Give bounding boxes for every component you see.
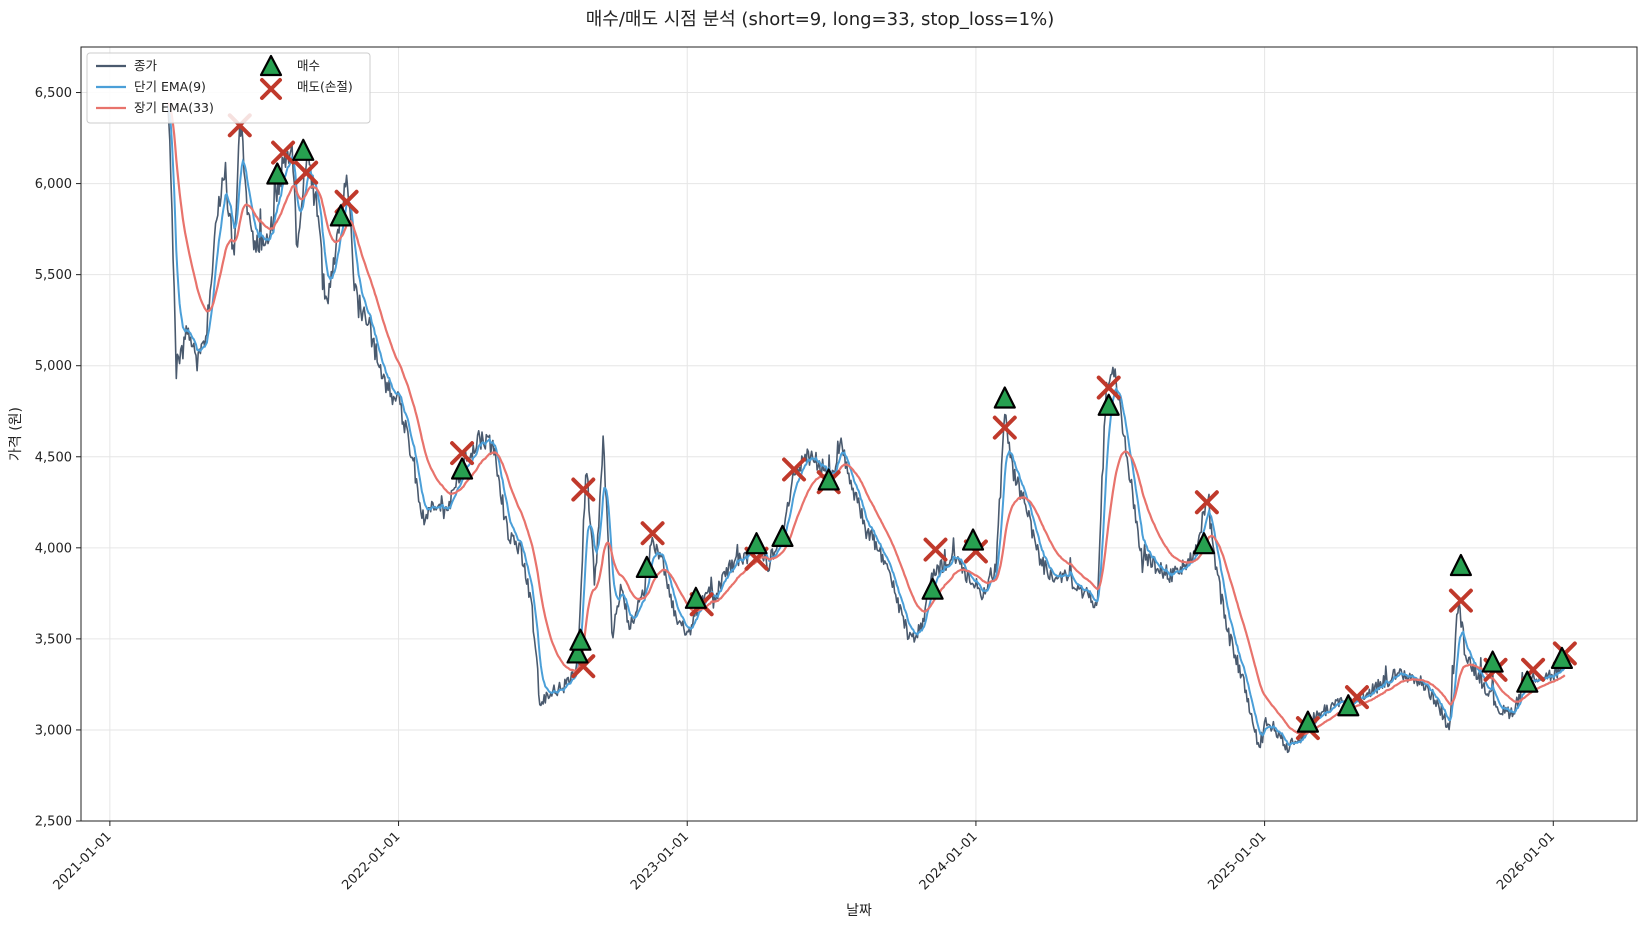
y-tick-label: 4,500 [35, 450, 72, 465]
sell-marker [450, 441, 475, 466]
buy-marker [745, 532, 768, 555]
legend-label-sell: 매도(손절) [297, 79, 353, 94]
x-tick-label: 2022-01-01 [339, 829, 403, 893]
legend-frame [86, 52, 371, 124]
sell-marker [271, 140, 296, 165]
legend-label-close: 종가 [134, 58, 158, 73]
y-tick-label: 2,500 [35, 815, 72, 830]
legend: 종가 단기 EMA(9) 장기 EMA(33) 매수 매도(손절) [86, 52, 371, 124]
x-axis-label: 날짜 [846, 903, 872, 919]
y-tick-label: 4,000 [35, 541, 72, 556]
sell-marker [294, 160, 319, 185]
sell-marker [1194, 490, 1219, 515]
buy-marker [684, 586, 707, 609]
y-tick-label: 3,000 [35, 723, 72, 738]
buy-marker [921, 577, 944, 600]
legend-swatch-buy-icon [259, 54, 283, 77]
y-axis-label: 가격 (원) [8, 407, 24, 461]
buy-marker [1550, 646, 1574, 670]
buy-marker [1481, 650, 1504, 673]
grid [81, 47, 1637, 822]
legend-label-buy: 매수 [297, 58, 320, 73]
ema-long-line [166, 102, 1566, 736]
marker-layer [227, 113, 1577, 741]
buy-marker [817, 468, 840, 491]
chart-title: 매수/매도 시점 분석 (short=9, long=33, stop_loss… [586, 9, 1055, 30]
buy-marker [566, 641, 589, 664]
buy-marker [1296, 710, 1320, 733]
y-axis: 2,500 3,000 3,500 4,000 4,500 5,000 5,500 6,000… [35, 86, 81, 830]
plot-frame [80, 46, 1638, 822]
buy-marker [771, 524, 794, 547]
buy-marker [569, 628, 592, 651]
buy-marker [1516, 670, 1539, 693]
x-tick-label: 2024-01-01 [917, 829, 981, 893]
buy-marker [292, 138, 315, 161]
close-price-line [166, 103, 1566, 754]
buy-marker [450, 457, 474, 480]
legend-label-ema-short: 단기 EMA(9) [134, 79, 206, 94]
x-tick-label: 2025-01-01 [1205, 829, 1269, 893]
sell-marker [1448, 588, 1473, 613]
y-tick-label: 5,500 [35, 268, 72, 283]
sell-marker [992, 415, 1017, 440]
y-tick-label: 5,000 [35, 359, 72, 374]
buy-marker [1192, 532, 1216, 555]
buy-marker [1097, 393, 1120, 416]
x-axis: 2021-01-01 2022-01-01 2023-01-01 2024-01-01… [51, 821, 1558, 893]
buy-marker [635, 555, 658, 578]
sell-marker [1096, 375, 1121, 400]
sell-marker [571, 477, 596, 502]
buy-marker [266, 162, 289, 185]
buy-marker [993, 386, 1016, 409]
y-tick-label: 3,500 [35, 632, 72, 647]
series-layer [166, 102, 1566, 754]
legend-swatch-sell-icon [260, 78, 282, 100]
x-tick-label: 2023-01-01 [628, 829, 692, 893]
sell-marker [923, 537, 948, 562]
buy-marker [1449, 553, 1473, 577]
x-tick-label: 2021-01-01 [51, 829, 115, 893]
y-tick-label: 6,500 [35, 86, 72, 101]
buy-marker [1337, 694, 1360, 717]
sell-marker [640, 521, 665, 546]
buy-marker [329, 204, 352, 227]
y-tick-label: 6,000 [35, 177, 72, 192]
x-tick-label: 2026-01-01 [1494, 829, 1558, 893]
sell-marker [782, 457, 807, 482]
buy-marker [961, 528, 985, 551]
ema-short-line [166, 102, 1566, 747]
legend-label-ema-long: 장기 EMA(33) [134, 100, 214, 115]
